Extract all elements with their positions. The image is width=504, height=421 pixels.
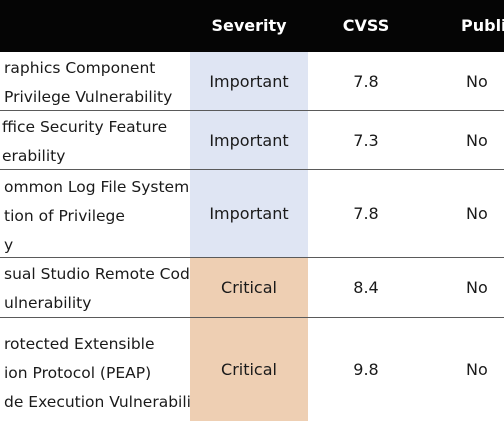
vulnerability-name-cell: ommon Log File System tion of Privilege … [4,173,194,260]
vulnerability-name-line: raphics Component [4,59,156,77]
cvss-cell: 7.8 [353,71,379,91]
cvss-cell: 7.3 [353,130,379,150]
severity-cell: Critical [190,318,308,421]
vulnerability-name-line: Privilege Vulnerability [4,88,173,106]
cvss-cell: 8.4 [353,278,379,297]
severity-column-header: Severity [211,16,287,35]
cvss-cell: 9.8 [353,360,379,379]
severity-cell: Important [190,52,308,110]
vulnerability-name-line: y [4,236,14,254]
vulnerability-name-line: ulnerability [4,294,92,312]
public-cell: No [466,360,488,379]
vulnerability-name-cell: raphics Component Privilege Vulnerabilit… [4,54,194,112]
vulnerability-name-line: rotected Extensible [4,335,155,353]
table-header: Severity CVSS Public [0,0,504,52]
cvss-cell: 7.8 [353,204,379,223]
table-row: ffice Security Feature erability Importa… [0,111,504,170]
public-cell: No [466,130,488,150]
cvss-column-header: CVSS [342,16,390,35]
vulnerability-name-cell: sual Studio Remote Code ulnerability [4,260,194,318]
severity-cell: Important [190,111,308,169]
vulnerability-name-cell: rotected Extensible ion Protocol (PEAP) … [4,330,194,417]
table-row: raphics Component Privilege Vulnerabilit… [0,52,504,111]
public-column-header: Public [461,16,504,35]
table-row: sual Studio Remote Code ulnerability Cri… [0,258,504,318]
severity-cell: Important [190,170,308,257]
vulnerability-name-line: erability [2,147,66,165]
vulnerability-name-line: de Execution Vulnerability [4,393,194,411]
vulnerability-name-line: ffice Security Feature [2,118,168,136]
table-row: rotected Extensible ion Protocol (PEAP) … [0,318,504,421]
table-row: ommon Log File System tion of Privilege … [0,170,504,258]
vulnerability-name-line: ommon Log File System [4,178,190,196]
public-cell: No [466,71,488,91]
severity-cell: Critical [190,258,308,317]
vulnerability-name-line: ion Protocol (PEAP) [4,364,152,382]
vulnerability-name-line: sual Studio Remote Code [4,265,194,283]
public-cell: No [466,204,488,223]
public-cell: No [466,278,488,297]
vulnerability-name-line: tion of Privilege [4,207,125,225]
vulnerability-name-cell: ffice Security Feature erability [2,113,192,171]
